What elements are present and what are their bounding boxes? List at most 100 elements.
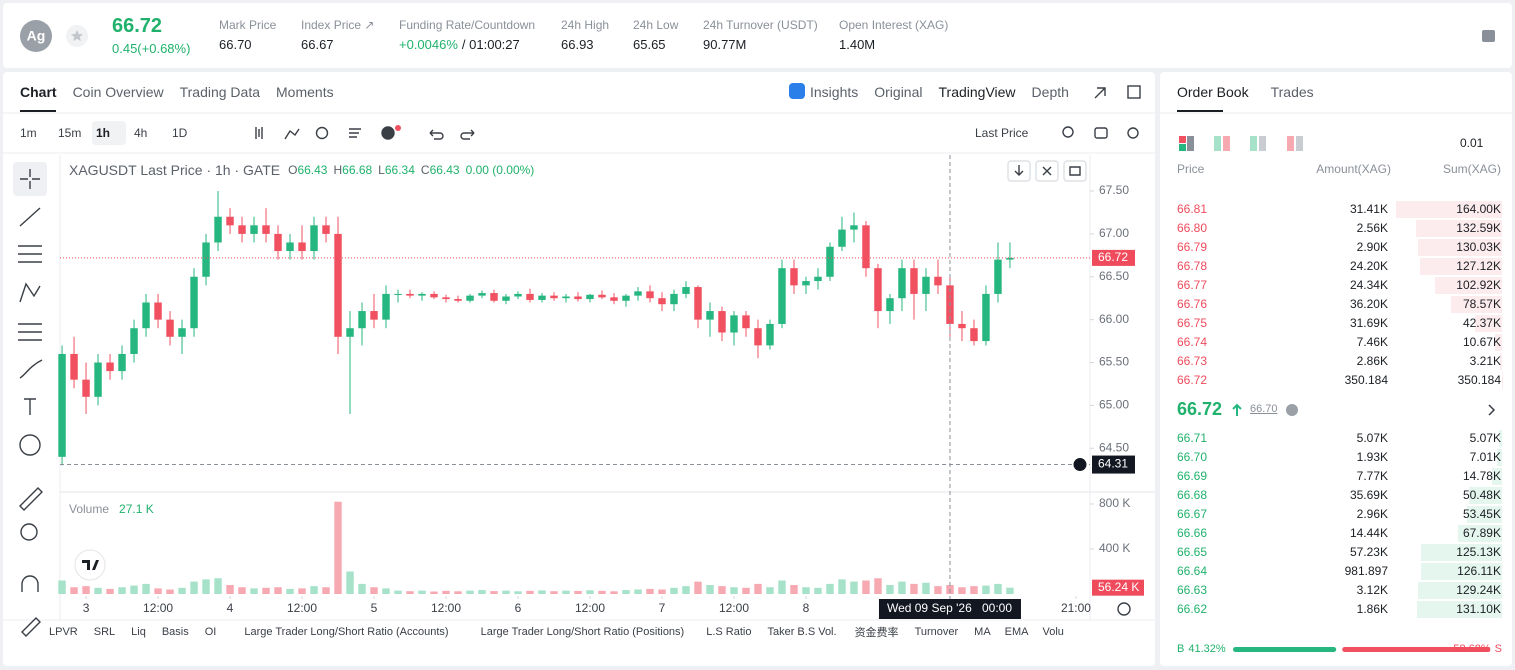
- order-price: 66.72: [1177, 373, 1208, 387]
- volume-bar: [838, 579, 846, 594]
- depth-bar: [1497, 449, 1502, 466]
- interval[interactable]: 15m: [58, 126, 82, 140]
- volume-bar: [70, 587, 78, 594]
- interval[interactable]: 1D: [172, 126, 188, 140]
- stat-label: Index Price ↗: [301, 18, 375, 32]
- indicator[interactable]: L.S Ratio: [706, 626, 752, 638]
- indicator[interactable]: MA: [974, 626, 991, 638]
- indicator[interactable]: EMA: [1004, 626, 1029, 638]
- order-sum: 78.57K: [1462, 297, 1501, 311]
- candle-body: [658, 298, 666, 305]
- chevron[interactable]: [1488, 404, 1496, 416]
- order-amount: 1.86K: [1356, 602, 1388, 616]
- candle-body: [166, 319, 174, 337]
- orderbook-tab[interactable]: Order Book: [1177, 84, 1249, 100]
- candle-body: [838, 229, 846, 247]
- chart-tab[interactable]: Trading Data: [179, 84, 261, 100]
- interval[interactable]: 1h: [96, 126, 111, 140]
- candle-body: [118, 353, 126, 372]
- candle-body: [934, 276, 942, 286]
- legend-key: C: [420, 163, 430, 177]
- indicator[interactable]: Turnover: [914, 626, 959, 638]
- info-icon: [1286, 404, 1298, 416]
- order-amount: 35.69K: [1349, 488, 1388, 502]
- y-tick-label: 64.50: [1099, 440, 1129, 454]
- candle-body: [106, 362, 114, 372]
- order-sum: 126.11K: [1457, 564, 1501, 578]
- candle-body: [466, 295, 474, 301]
- order-price: 66.81: [1177, 202, 1208, 216]
- view-tab[interactable]: TradingView: [938, 84, 1016, 100]
- candle-body: [718, 311, 726, 333]
- indicator[interactable]: Volu: [1042, 626, 1064, 638]
- toolbar-icons[interactable]: [255, 85, 1141, 616]
- candle-body: [742, 315, 750, 329]
- candle-body: [694, 287, 702, 320]
- chart-tab[interactable]: Coin Overview: [72, 84, 164, 100]
- order-amount: 31.69K: [1349, 316, 1388, 330]
- interval[interactable]: 1m: [20, 126, 37, 140]
- orderbook-layout-icons[interactable]: [1179, 136, 1303, 151]
- indicator[interactable]: Basis: [161, 626, 189, 638]
- volume-bar: [178, 587, 186, 594]
- indicator[interactable]: Large Trader Long/Short Ratio (Positions…: [480, 626, 685, 638]
- candle-body: [802, 281, 810, 286]
- candle-body: [1006, 257, 1014, 260]
- order-price: 66.74: [1177, 335, 1208, 349]
- volume-bar: [622, 590, 630, 594]
- indicator[interactable]: Taker B.S Vol.: [767, 626, 837, 638]
- volume-bar: [634, 589, 642, 594]
- coin-icon: [20, 20, 52, 52]
- depth-bar: [1435, 277, 1502, 294]
- notice-dot: [395, 125, 401, 131]
- order-sum: 130.03K: [1456, 240, 1501, 254]
- depth-bar: [1492, 468, 1502, 485]
- price-type[interactable]: Last Price: [975, 126, 1029, 140]
- tab-underline: [1177, 110, 1223, 112]
- indicator[interactable]: Large Trader Long/Short Ratio (Accounts): [244, 626, 449, 638]
- volume-bar: [238, 587, 246, 594]
- view-tab[interactable]: Insights: [810, 84, 859, 100]
- tv-logo-mark: [82, 560, 99, 570]
- candle-body: [406, 293, 414, 296]
- stat-label: 24h High: [561, 18, 610, 32]
- volume-bar: [478, 590, 486, 594]
- indicator[interactable]: LPVR: [49, 626, 78, 638]
- volume-bar: [994, 583, 1002, 594]
- candle-body: [202, 242, 210, 277]
- last-volume-label: 56.24 K: [1098, 580, 1139, 594]
- indicator[interactable]: SRL: [93, 626, 116, 638]
- order-amount: 14.44K: [1349, 526, 1388, 540]
- candle-body: [598, 294, 606, 298]
- volume-bar: [682, 586, 690, 594]
- depth-bar: [1495, 334, 1502, 351]
- sell-label: S: [1494, 643, 1502, 655]
- order-sum: 3.21K: [1469, 354, 1501, 368]
- x-tick-label: 8: [803, 601, 810, 615]
- indicator[interactable]: 资金费率: [854, 627, 899, 639]
- stat-number: 66.70: [219, 37, 252, 52]
- volume-bar: [982, 585, 990, 594]
- candle-body: [898, 268, 906, 299]
- volume-bar: [466, 590, 474, 594]
- order-amount: 2.56K: [1356, 221, 1388, 235]
- indicator[interactable]: Liq: [131, 626, 146, 638]
- orderbook-tab[interactable]: Trades: [1270, 84, 1314, 100]
- settings-icon[interactable]: [1482, 30, 1495, 42]
- precision[interactable]: 0.01: [1460, 136, 1484, 150]
- stat-extra: / 01:00:27: [461, 37, 520, 52]
- chart-tab[interactable]: Moments: [276, 84, 334, 100]
- view-tab[interactable]: Original: [874, 84, 923, 100]
- legend-value: 66.43: [429, 163, 460, 177]
- view-tab[interactable]: Depth: [1031, 84, 1069, 100]
- chart-tab[interactable]: Chart: [20, 84, 57, 100]
- interval[interactable]: 4h: [134, 126, 148, 140]
- indicator[interactable]: OI: [204, 626, 217, 638]
- mark-price: 66.70: [1250, 403, 1278, 415]
- volume-bar: [706, 584, 714, 594]
- volume-bar: [574, 590, 582, 594]
- candle-body: [994, 259, 1002, 294]
- column-header: Sum(XAG): [1442, 162, 1501, 176]
- candle-body: [754, 328, 762, 346]
- volume-bar: [1006, 587, 1014, 594]
